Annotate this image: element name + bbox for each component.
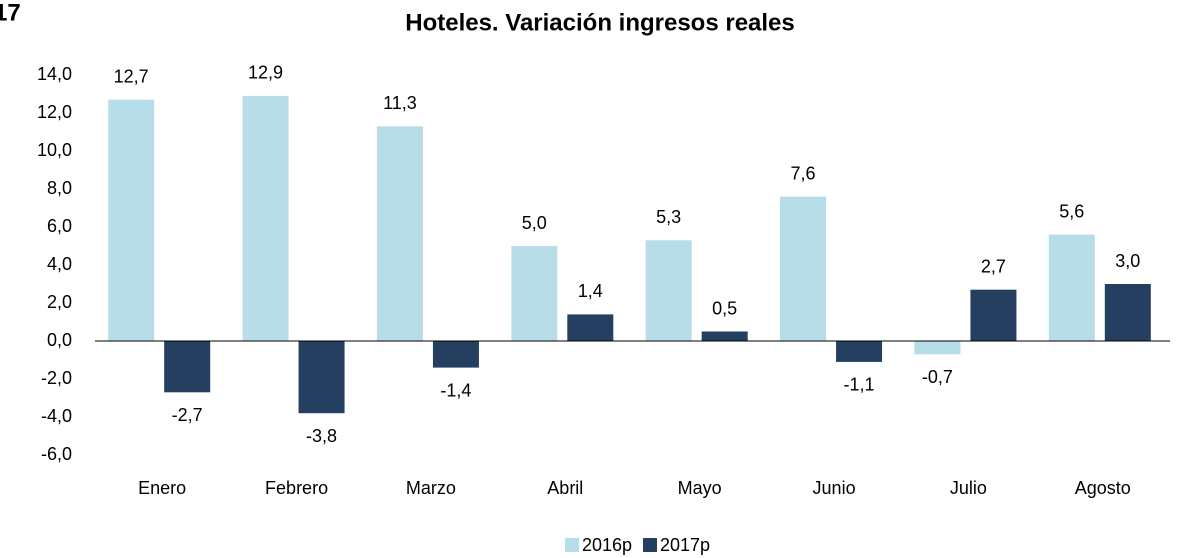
x-tick-label: Mayo [678, 478, 722, 498]
value-label: 11,3 [383, 93, 417, 113]
legend-swatch [565, 538, 579, 552]
bar [836, 341, 883, 362]
y-tick-label: 8,0 [47, 178, 72, 198]
bar [701, 331, 748, 341]
legend-swatch [643, 538, 657, 552]
bar [970, 289, 1017, 341]
value-label: 5,6 [1059, 201, 1084, 221]
bar [108, 99, 155, 341]
value-label: -0,7 [922, 367, 953, 387]
y-tick-label: 14,0 [37, 64, 72, 84]
y-tick-label: 12,0 [37, 102, 72, 122]
x-tick-label: Febrero [265, 478, 328, 498]
value-label: -1,4 [440, 380, 471, 400]
y-tick-label: 6,0 [47, 216, 72, 236]
x-tick-label: Marzo [406, 478, 456, 498]
bar [1104, 284, 1151, 341]
legend-label: 2017p [660, 535, 710, 555]
y-tick-label: -4,0 [41, 406, 72, 426]
x-tick-label: Junio [813, 478, 856, 498]
value-label: -3,8 [306, 426, 337, 446]
bar [242, 95, 289, 342]
bar [645, 240, 692, 341]
x-tick-label: Enero [138, 478, 186, 498]
y-tick-label: -2,0 [41, 368, 72, 388]
figure-number: 17 [0, 0, 21, 26]
value-label: 12,9 [248, 63, 283, 83]
bar [567, 314, 614, 341]
bar [376, 126, 423, 341]
y-tick-label: -6,0 [41, 444, 72, 464]
y-tick-label: 2,0 [47, 292, 72, 312]
value-label: 5,3 [656, 207, 681, 227]
y-tick-label: 0,0 [47, 330, 72, 350]
value-label: 0,5 [712, 298, 737, 318]
value-label: 2,7 [981, 256, 1006, 276]
value-label: 7,6 [791, 163, 816, 183]
x-tick-label: Julio [950, 478, 987, 498]
bar [511, 246, 558, 341]
bar [298, 341, 345, 414]
bar [432, 341, 479, 368]
y-tick-label: 10,0 [37, 140, 72, 160]
x-tick-label: Abril [547, 478, 583, 498]
y-tick-label: 4,0 [47, 254, 72, 274]
value-label: 12,7 [114, 66, 149, 86]
legend-label: 2016p [582, 535, 632, 555]
bar [1048, 234, 1095, 341]
value-label: 1,4 [578, 281, 603, 301]
value-label: -2,7 [172, 405, 203, 425]
x-tick-label: Agosto [1075, 478, 1131, 498]
bar [914, 341, 961, 355]
chart-title: Hoteles. Variación ingresos reales [405, 9, 795, 36]
value-label: -1,1 [844, 375, 875, 395]
value-label: 5,0 [522, 213, 547, 233]
value-label: 3,0 [1115, 251, 1140, 271]
bar [164, 341, 211, 393]
bar [780, 196, 827, 341]
